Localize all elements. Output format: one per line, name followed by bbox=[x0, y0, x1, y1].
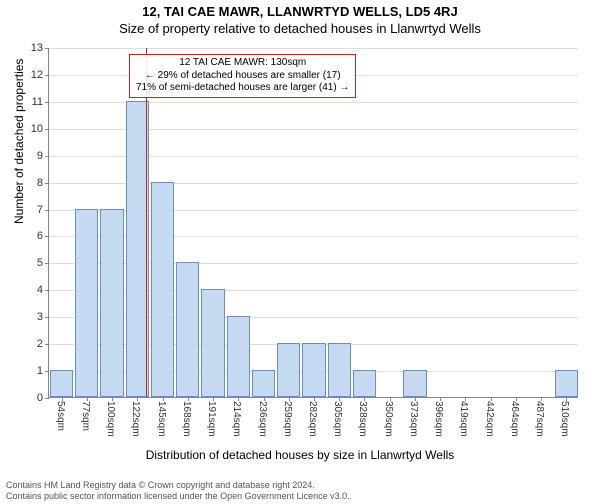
xtick-label: 510sqm bbox=[559, 401, 570, 437]
ytick-label: 4 bbox=[37, 284, 43, 296]
ytick-mark bbox=[45, 102, 49, 103]
ytick-label: 8 bbox=[37, 177, 43, 189]
xtick-label: 282sqm bbox=[307, 401, 318, 437]
ytick-mark bbox=[45, 290, 49, 291]
xtick-label: 168sqm bbox=[181, 401, 192, 437]
histogram-bar bbox=[277, 343, 300, 397]
xtick-label: 328sqm bbox=[357, 401, 368, 437]
page-subtitle: Size of property relative to detached ho… bbox=[0, 21, 600, 36]
annotation-box: 12 TAI CAE MAWR: 130sqm← 29% of detached… bbox=[129, 54, 356, 98]
ytick-mark bbox=[45, 75, 49, 76]
annotation-line: 12 TAI CAE MAWR: 130sqm bbox=[136, 57, 349, 70]
page-title-address: 12, TAI CAE MAWR, LLANWRTYD WELLS, LD5 4… bbox=[0, 4, 600, 19]
ytick-label: 6 bbox=[37, 230, 43, 242]
ytick-mark bbox=[45, 156, 49, 157]
histogram-bar bbox=[50, 370, 73, 397]
xtick-label: 236sqm bbox=[257, 401, 268, 437]
xtick-label: 373sqm bbox=[408, 401, 419, 437]
annotation-line: ← 29% of detached houses are smaller (17… bbox=[136, 70, 349, 83]
histogram-bar bbox=[100, 209, 123, 397]
xtick-label: 259sqm bbox=[282, 401, 293, 437]
xtick-label: 419sqm bbox=[458, 401, 469, 437]
ytick-label: 11 bbox=[32, 96, 43, 108]
footer-attribution: Contains HM Land Registry data © Crown c… bbox=[6, 480, 350, 502]
ytick-mark bbox=[45, 263, 49, 264]
ytick-label: 1 bbox=[37, 365, 43, 377]
xtick-label: 464sqm bbox=[509, 401, 520, 437]
ytick-label: 10 bbox=[31, 123, 43, 135]
histogram-bar bbox=[252, 370, 275, 397]
xtick-label: 145sqm bbox=[156, 401, 167, 437]
xtick-label: 305sqm bbox=[332, 401, 343, 437]
plot-region: 01234567891011121354sqm77sqm100sqm122sqm… bbox=[48, 48, 578, 398]
ytick-mark bbox=[45, 183, 49, 184]
x-axis-label: Distribution of detached houses by size … bbox=[0, 448, 600, 462]
ytick-mark bbox=[45, 48, 49, 49]
xtick-label: 214sqm bbox=[231, 401, 242, 437]
xtick-label: 54sqm bbox=[55, 401, 66, 431]
ytick-label: 0 bbox=[37, 392, 43, 404]
ytick-mark bbox=[45, 129, 49, 130]
xtick-label: 442sqm bbox=[484, 401, 495, 437]
histogram-bar bbox=[201, 289, 224, 397]
chart-area: 01234567891011121354sqm77sqm100sqm122sqm… bbox=[48, 48, 578, 398]
annotation-line: 71% of semi-detached houses are larger (… bbox=[136, 82, 349, 95]
histogram-bar bbox=[328, 343, 351, 397]
ytick-mark bbox=[45, 344, 49, 345]
ytick-mark bbox=[45, 398, 49, 399]
ytick-mark bbox=[45, 236, 49, 237]
histogram-bar bbox=[176, 262, 199, 397]
gridline bbox=[49, 48, 578, 49]
xtick-label: 487sqm bbox=[534, 401, 545, 437]
ytick-mark bbox=[45, 210, 49, 211]
histogram-bar bbox=[403, 370, 426, 397]
histogram-bar bbox=[353, 370, 376, 397]
xtick-label: 396sqm bbox=[433, 401, 444, 437]
ytick-mark bbox=[45, 371, 49, 372]
ytick-label: 5 bbox=[37, 257, 43, 269]
ytick-label: 12 bbox=[31, 69, 43, 81]
ytick-label: 7 bbox=[37, 204, 43, 216]
xtick-label: 100sqm bbox=[105, 401, 116, 437]
xtick-label: 350sqm bbox=[383, 401, 394, 437]
xtick-label: 191sqm bbox=[206, 401, 217, 437]
histogram-bar bbox=[555, 370, 578, 397]
reference-line bbox=[146, 48, 147, 397]
histogram-bar bbox=[302, 343, 325, 397]
y-axis-label: Number of detached properties bbox=[12, 59, 26, 224]
footer-line-1: Contains HM Land Registry data © Crown c… bbox=[6, 480, 350, 491]
ytick-label: 3 bbox=[37, 311, 43, 323]
xtick-label: 122sqm bbox=[130, 401, 141, 437]
footer-line-2: Contains public sector information licen… bbox=[6, 491, 350, 502]
ytick-label: 13 bbox=[31, 42, 43, 54]
xtick-label: 77sqm bbox=[80, 401, 91, 431]
histogram-bar bbox=[151, 182, 174, 397]
ytick-label: 2 bbox=[37, 338, 43, 350]
histogram-bar bbox=[75, 209, 98, 397]
ytick-label: 9 bbox=[37, 150, 43, 162]
histogram-bar bbox=[227, 316, 250, 397]
ytick-mark bbox=[45, 317, 49, 318]
